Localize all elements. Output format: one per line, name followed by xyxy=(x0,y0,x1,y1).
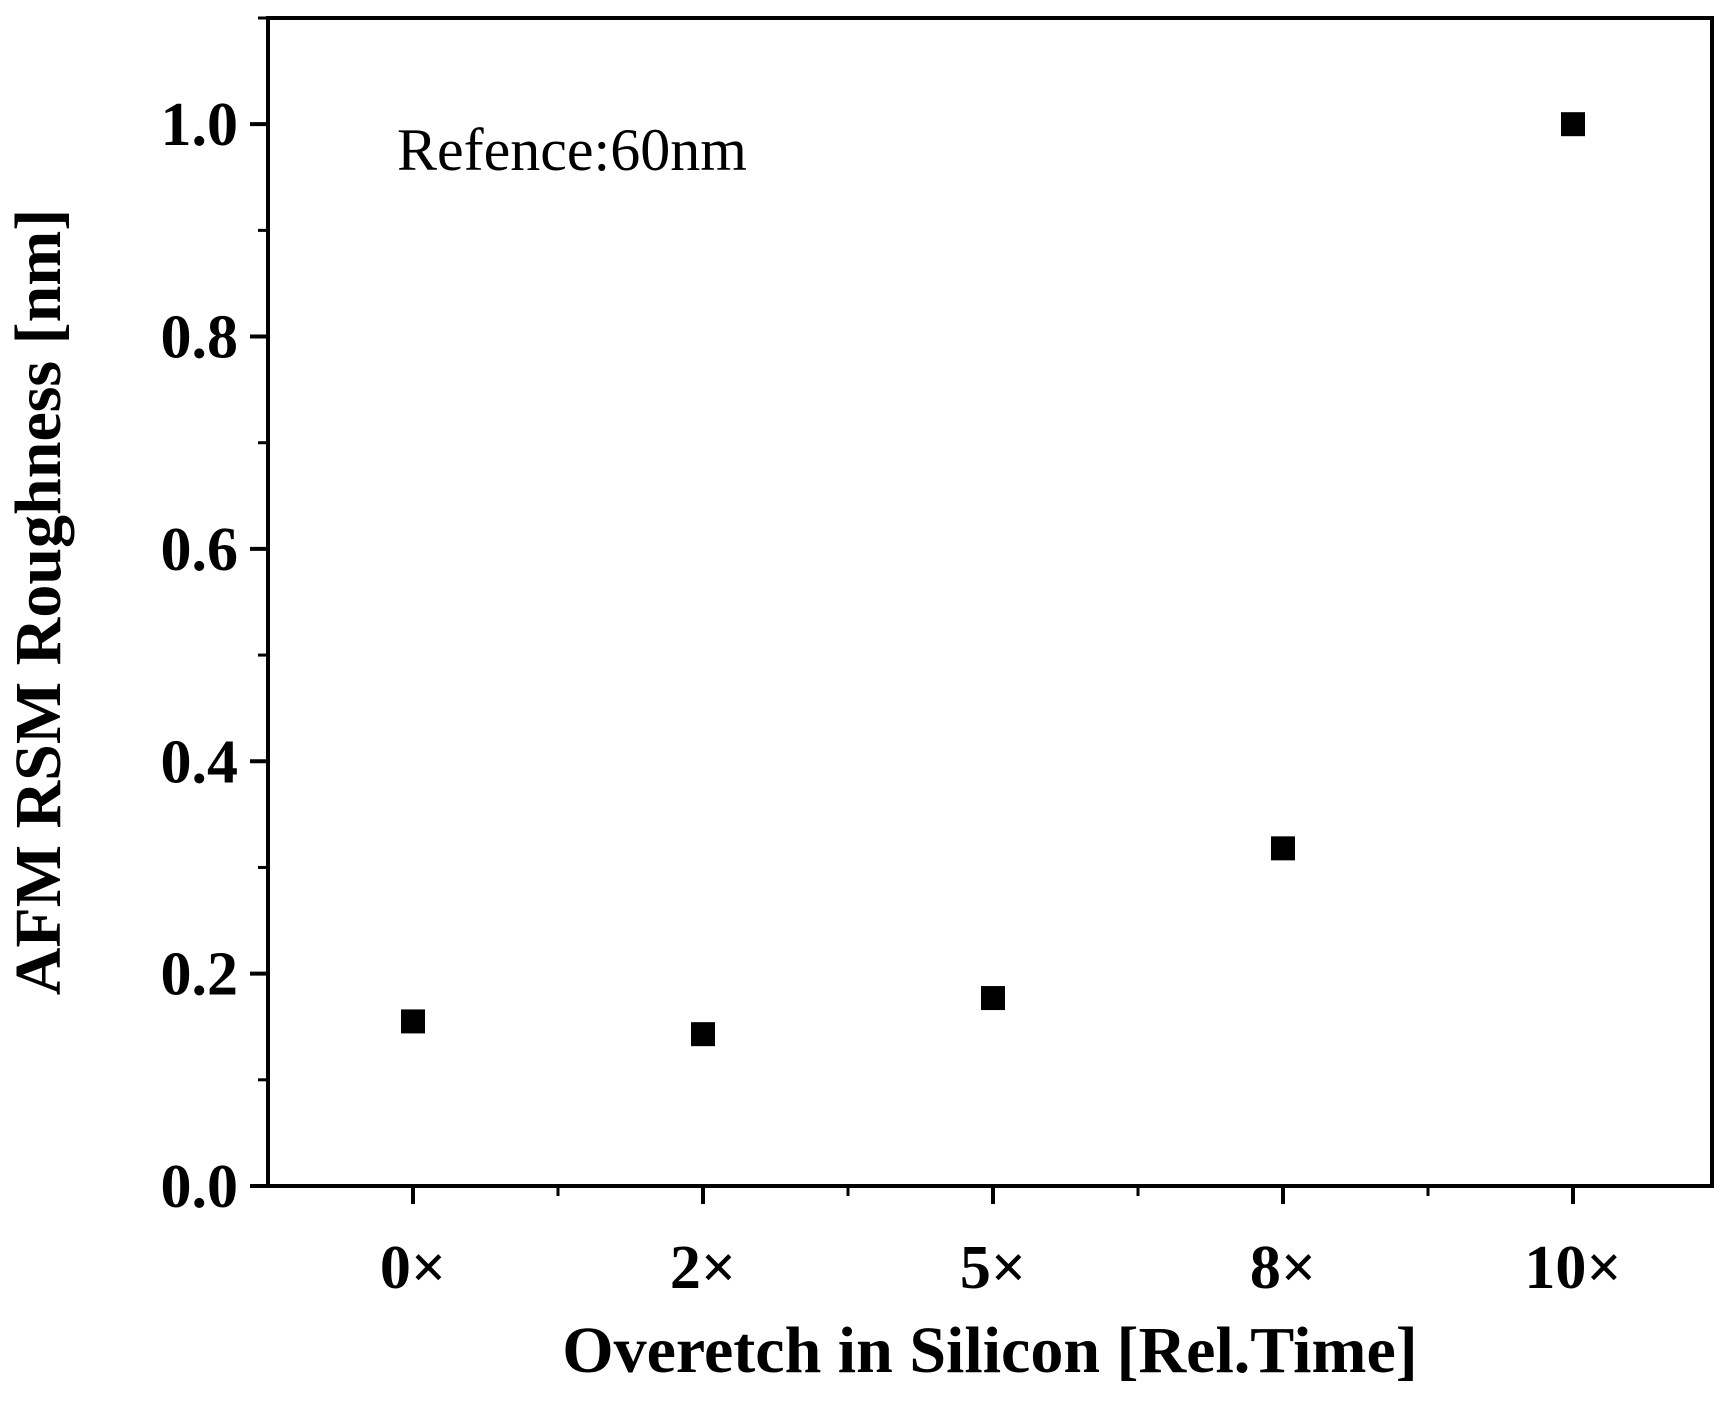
x-axis-ticks: 0× 2× 5× 8× 10× xyxy=(380,1186,1622,1302)
data-point xyxy=(691,1022,715,1047)
x-tick-label: 5× xyxy=(960,1234,1026,1302)
y-tick-label: 0.2 xyxy=(161,941,239,1009)
y-tick-label: 0.4 xyxy=(161,728,239,796)
y-axis-ticks: 0.0 0.2 0.4 0.6 0.8 1.0 xyxy=(161,16,268,1221)
x-tick-label: 2× xyxy=(670,1234,736,1302)
y-tick-label: 0.6 xyxy=(161,516,239,584)
data-points xyxy=(401,112,1585,1047)
y-tick-label: 1.0 xyxy=(161,91,239,159)
y-tick-label: 0.8 xyxy=(161,304,239,372)
x-tick-label: 8× xyxy=(1250,1234,1316,1302)
y-tick-label: 0.0 xyxy=(161,1153,239,1221)
x-tick-label: 0× xyxy=(380,1234,446,1302)
x-axis-title: Overetch in Silicon [Rel.Time] xyxy=(562,1314,1417,1387)
data-point xyxy=(401,1009,425,1034)
plot-frame xyxy=(266,16,1714,1188)
data-point xyxy=(1561,112,1585,137)
data-point xyxy=(981,986,1005,1011)
y-axis-title: AFM RSM Roughness [nm] xyxy=(2,209,75,996)
x-tick-label: 10× xyxy=(1524,1234,1621,1302)
data-point xyxy=(1271,836,1295,861)
annotation-reference: Refence:60nm xyxy=(397,117,747,183)
